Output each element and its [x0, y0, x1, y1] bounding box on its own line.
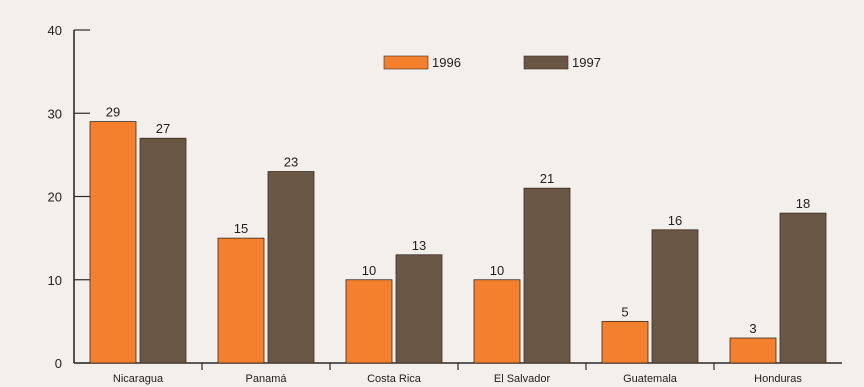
- data-label: 13: [412, 238, 426, 253]
- y-tick-label: 10: [48, 273, 62, 288]
- bar-1997-Guatemala: [651, 229, 699, 364]
- x-tick-label: Panamá: [246, 373, 288, 385]
- bar-1996-Honduras: [729, 337, 777, 364]
- bar-1996-Panamá: [217, 237, 265, 364]
- data-label: 29: [106, 105, 120, 120]
- bar-1996-Nicaragua: [89, 121, 137, 364]
- axes: 0 10 20 30 40: [48, 23, 842, 371]
- bar-1996-El Salvador: [473, 279, 521, 364]
- data-label: 27: [156, 121, 170, 136]
- legend-swatch-1996: [383, 55, 429, 70]
- bar-1997-Honduras: [779, 212, 827, 364]
- y-tick-label: 0: [55, 356, 62, 371]
- x-tick-label: Guatemala: [623, 373, 678, 385]
- x-tick-label: Nicaragua: [113, 373, 164, 385]
- legend-swatch-1997: [523, 55, 569, 70]
- data-label: 10: [490, 263, 504, 278]
- x-tick-label: Honduras: [754, 373, 802, 385]
- y-tick-label: 20: [48, 190, 62, 205]
- data-label: 16: [668, 213, 682, 228]
- y-tick-label: 40: [48, 23, 62, 38]
- legend: 1996 1997: [383, 55, 601, 70]
- data-label: 21: [540, 171, 554, 186]
- legend-label-1996: 1996: [432, 55, 461, 70]
- bars: [89, 121, 827, 364]
- x-tick-label: Costa Rica: [367, 373, 422, 385]
- data-label: 15: [234, 221, 248, 236]
- bar-1996-Guatemala: [601, 320, 649, 364]
- labels: 29 27 Nicaragua 15 23 Panamá 10 13 Costa Rica 10 2…: [106, 105, 810, 385]
- y-tick-label: 30: [48, 106, 62, 121]
- data-label: 5: [621, 304, 628, 319]
- data-label: 3: [749, 321, 756, 336]
- data-label: 10: [362, 263, 376, 278]
- x-tick-label: El Salvador: [494, 373, 551, 385]
- bar-1997-El Salvador: [523, 187, 571, 364]
- bar-1996-Costa Rica: [345, 279, 393, 364]
- data-label: 18: [796, 196, 810, 211]
- legend-label-1997: 1997: [572, 55, 601, 70]
- bar-1997-Panamá: [267, 171, 315, 364]
- bar-1997-Costa Rica: [395, 254, 443, 364]
- bar-1997-Nicaragua: [139, 137, 187, 364]
- data-label: 23: [284, 155, 298, 170]
